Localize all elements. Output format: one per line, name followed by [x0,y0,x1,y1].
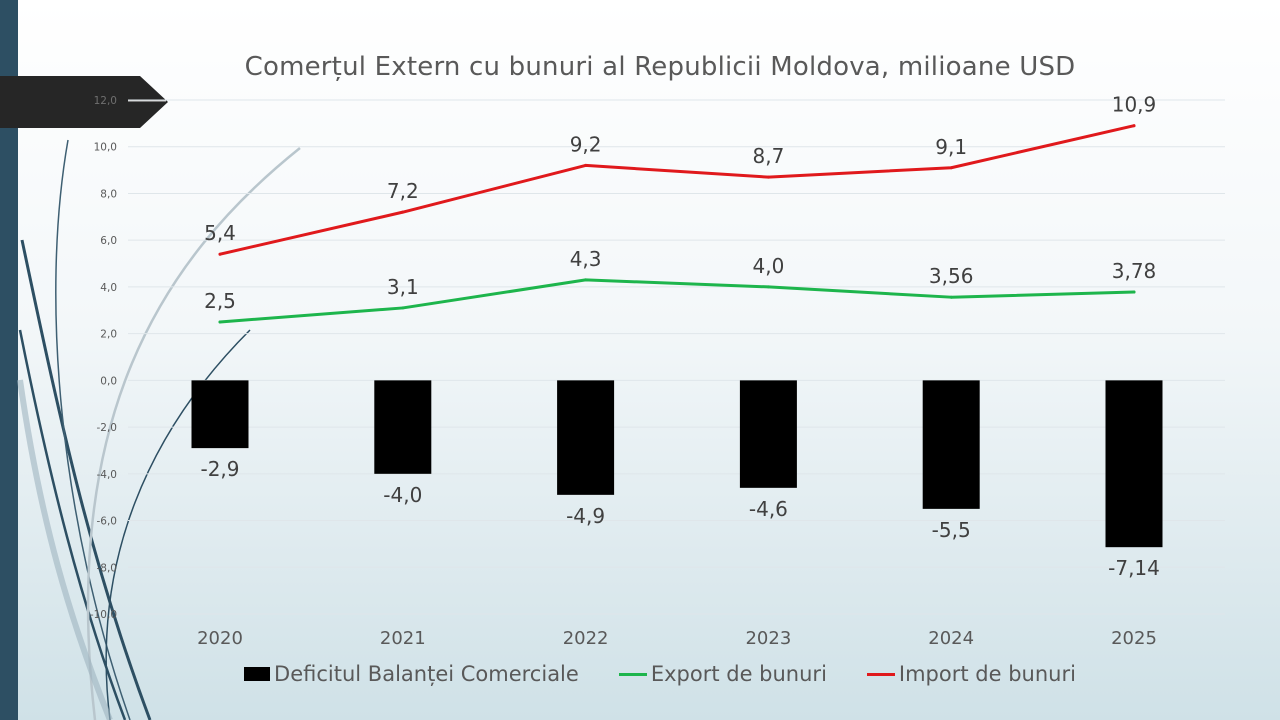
legend-label-import: Import de bunuri [898,662,1076,686]
point-import-2023 [766,175,770,179]
y-tick-label: -8,0 [97,562,118,574]
data-label-import: 7,2 [387,179,419,203]
data-label-deficit: -4,9 [566,504,605,528]
legend-swatch-export [618,672,647,676]
chart-legend: Deficitul Balanței Comerciale Export de … [0,662,1280,686]
data-label-export: 2,5 [204,289,236,313]
data-label-export: 3,56 [929,264,974,288]
bar-deficit-2025 [1105,380,1163,548]
x-tick-label: 2023 [745,628,791,649]
left-accent-band [0,0,18,720]
y-tick-label: 0,0 [100,375,117,387]
chart-title: Comerțul Extern cu bunuri al Republicii … [244,52,1076,82]
title-tab-shape [0,76,168,128]
y-tick-label: 2,0 [100,329,117,341]
x-tick-label: 2024 [928,628,974,649]
point-import-2020 [218,252,222,256]
y-tick-label: -10,0 [90,609,117,621]
point-export-2020 [218,320,222,324]
data-label-deficit: -4,0 [383,483,422,507]
y-tick-label: 12,0 [94,95,117,107]
data-label-import: 5,4 [204,221,236,245]
data-label-deficit: -4,6 [749,497,788,521]
bar-deficit-2024 [922,380,980,509]
data-label-import: 8,7 [752,144,784,168]
data-label-import: 10,9 [1112,93,1157,117]
bar-deficit-2022 [557,380,615,495]
data-label-deficit: -2,9 [200,457,239,481]
x-tick-label: 2022 [563,628,609,649]
point-export-2022 [584,278,588,282]
data-label-export: 3,1 [387,275,419,299]
y-tick-label: 10,0 [94,142,117,154]
data-label-deficit: -7,14 [1108,556,1160,580]
legend-swatch-deficit [244,667,271,681]
x-tick-label: 2021 [380,628,426,649]
y-tick-label: 4,0 [100,282,117,294]
point-export-2025 [1132,290,1136,294]
point-import-2024 [949,166,953,170]
legend-item-import: Import de bunuri [866,662,1076,686]
y-tick-label: -4,0 [97,469,118,481]
y-tick-label: 6,0 [100,235,117,247]
data-label-deficit: -5,5 [932,518,971,542]
x-tick-label: 2020 [197,628,243,649]
y-tick-label: -2,0 [97,422,118,434]
legend-item-export: Export de bunuri [618,662,827,686]
point-export-2023 [766,285,770,289]
data-label-import: 9,2 [570,132,602,156]
point-export-2024 [949,295,953,299]
data-label-import: 9,1 [935,135,967,159]
y-tick-label: 8,0 [100,188,117,200]
line-import [218,124,1136,256]
y-tick-label: -6,0 [97,516,118,528]
data-label-export: 4,0 [752,254,784,278]
legend-item-deficit: Deficitul Balanței Comerciale [244,662,579,686]
legend-swatch-import [866,672,895,676]
bar-deficit-2021 [374,380,432,474]
line-export [218,278,1136,324]
data-label-export: 3,78 [1112,259,1157,283]
point-import-2021 [401,210,405,214]
legend-label-export: Export de bunuri [650,662,827,686]
bar-deficit-2023 [739,380,797,488]
point-import-2022 [584,163,588,167]
point-export-2021 [401,306,405,310]
legend-label-deficit: Deficitul Balanței Comerciale [274,662,579,686]
bar-deficit-2020 [191,380,249,449]
point-import-2025 [1132,124,1136,128]
x-tick-label: 2025 [1111,628,1157,649]
data-label-export: 4,3 [570,247,602,271]
